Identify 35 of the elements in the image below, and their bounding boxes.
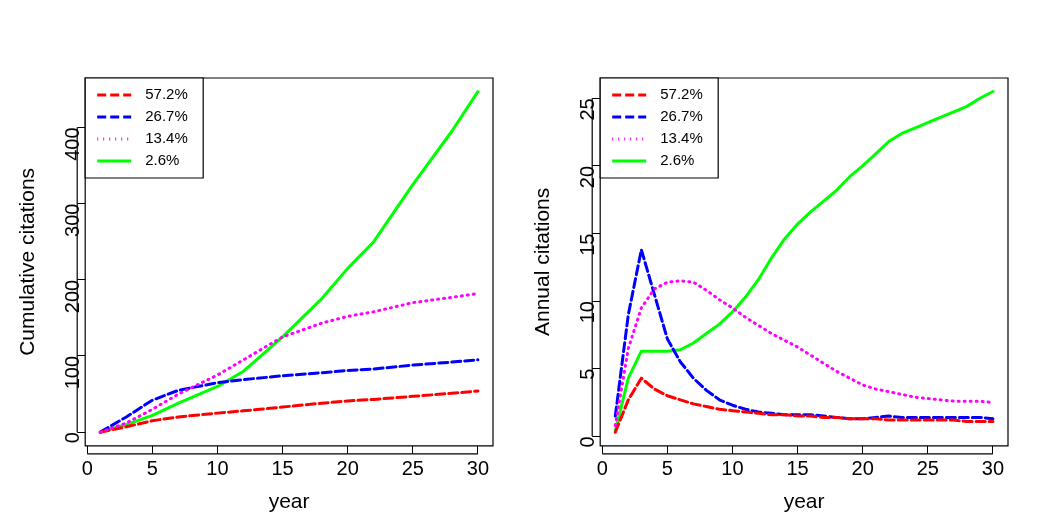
legend-label: 2.6% [145, 151, 180, 169]
y-tick-label: 5 [575, 368, 598, 380]
y-tick-label: 15 [575, 233, 598, 256]
y-tick-label: 20 [575, 165, 598, 189]
x-tick-label: 15 [786, 457, 809, 480]
x-tick-label: 10 [721, 457, 744, 480]
legend-label: 26.7% [660, 107, 703, 125]
x-tick-label: 5 [661, 457, 673, 480]
legend-label: 26.7% [145, 107, 188, 125]
x-tick-label: 5 [146, 457, 158, 480]
y-tick-label: 0 [575, 436, 598, 448]
x-tick-label: 10 [206, 457, 229, 480]
y-tick-label: 25 [575, 98, 598, 121]
y-tick-label: 300 [60, 203, 83, 237]
x-tick-label: 25 [916, 457, 939, 480]
legend-label: 13.4% [660, 129, 703, 147]
x-axis-title: year [268, 489, 310, 513]
y-axis-title: Cumulative citations [15, 167, 39, 356]
y-axis-title: Annual citations [530, 187, 554, 337]
x-tick-label: 20 [336, 457, 359, 480]
x-tick-label: 15 [271, 457, 294, 480]
legend-label: 57.2% [145, 85, 188, 103]
y-tick-label: 100 [60, 355, 83, 390]
x-axis-title: year [783, 489, 825, 513]
legend-label: 2.6% [660, 151, 695, 169]
x-tick-label: 30 [981, 457, 1005, 480]
x-tick-label: 30 [466, 457, 490, 480]
legend-label: 13.4% [145, 129, 188, 147]
y-tick-label: 0 [60, 432, 83, 444]
legend-label: 57.2% [660, 85, 703, 103]
y-tick-label: 200 [60, 279, 83, 314]
x-tick-label: 20 [851, 457, 874, 480]
x-tick-label: 25 [401, 457, 424, 480]
y-tick-label: 10 [575, 301, 598, 324]
y-tick-label: 400 [60, 127, 83, 161]
